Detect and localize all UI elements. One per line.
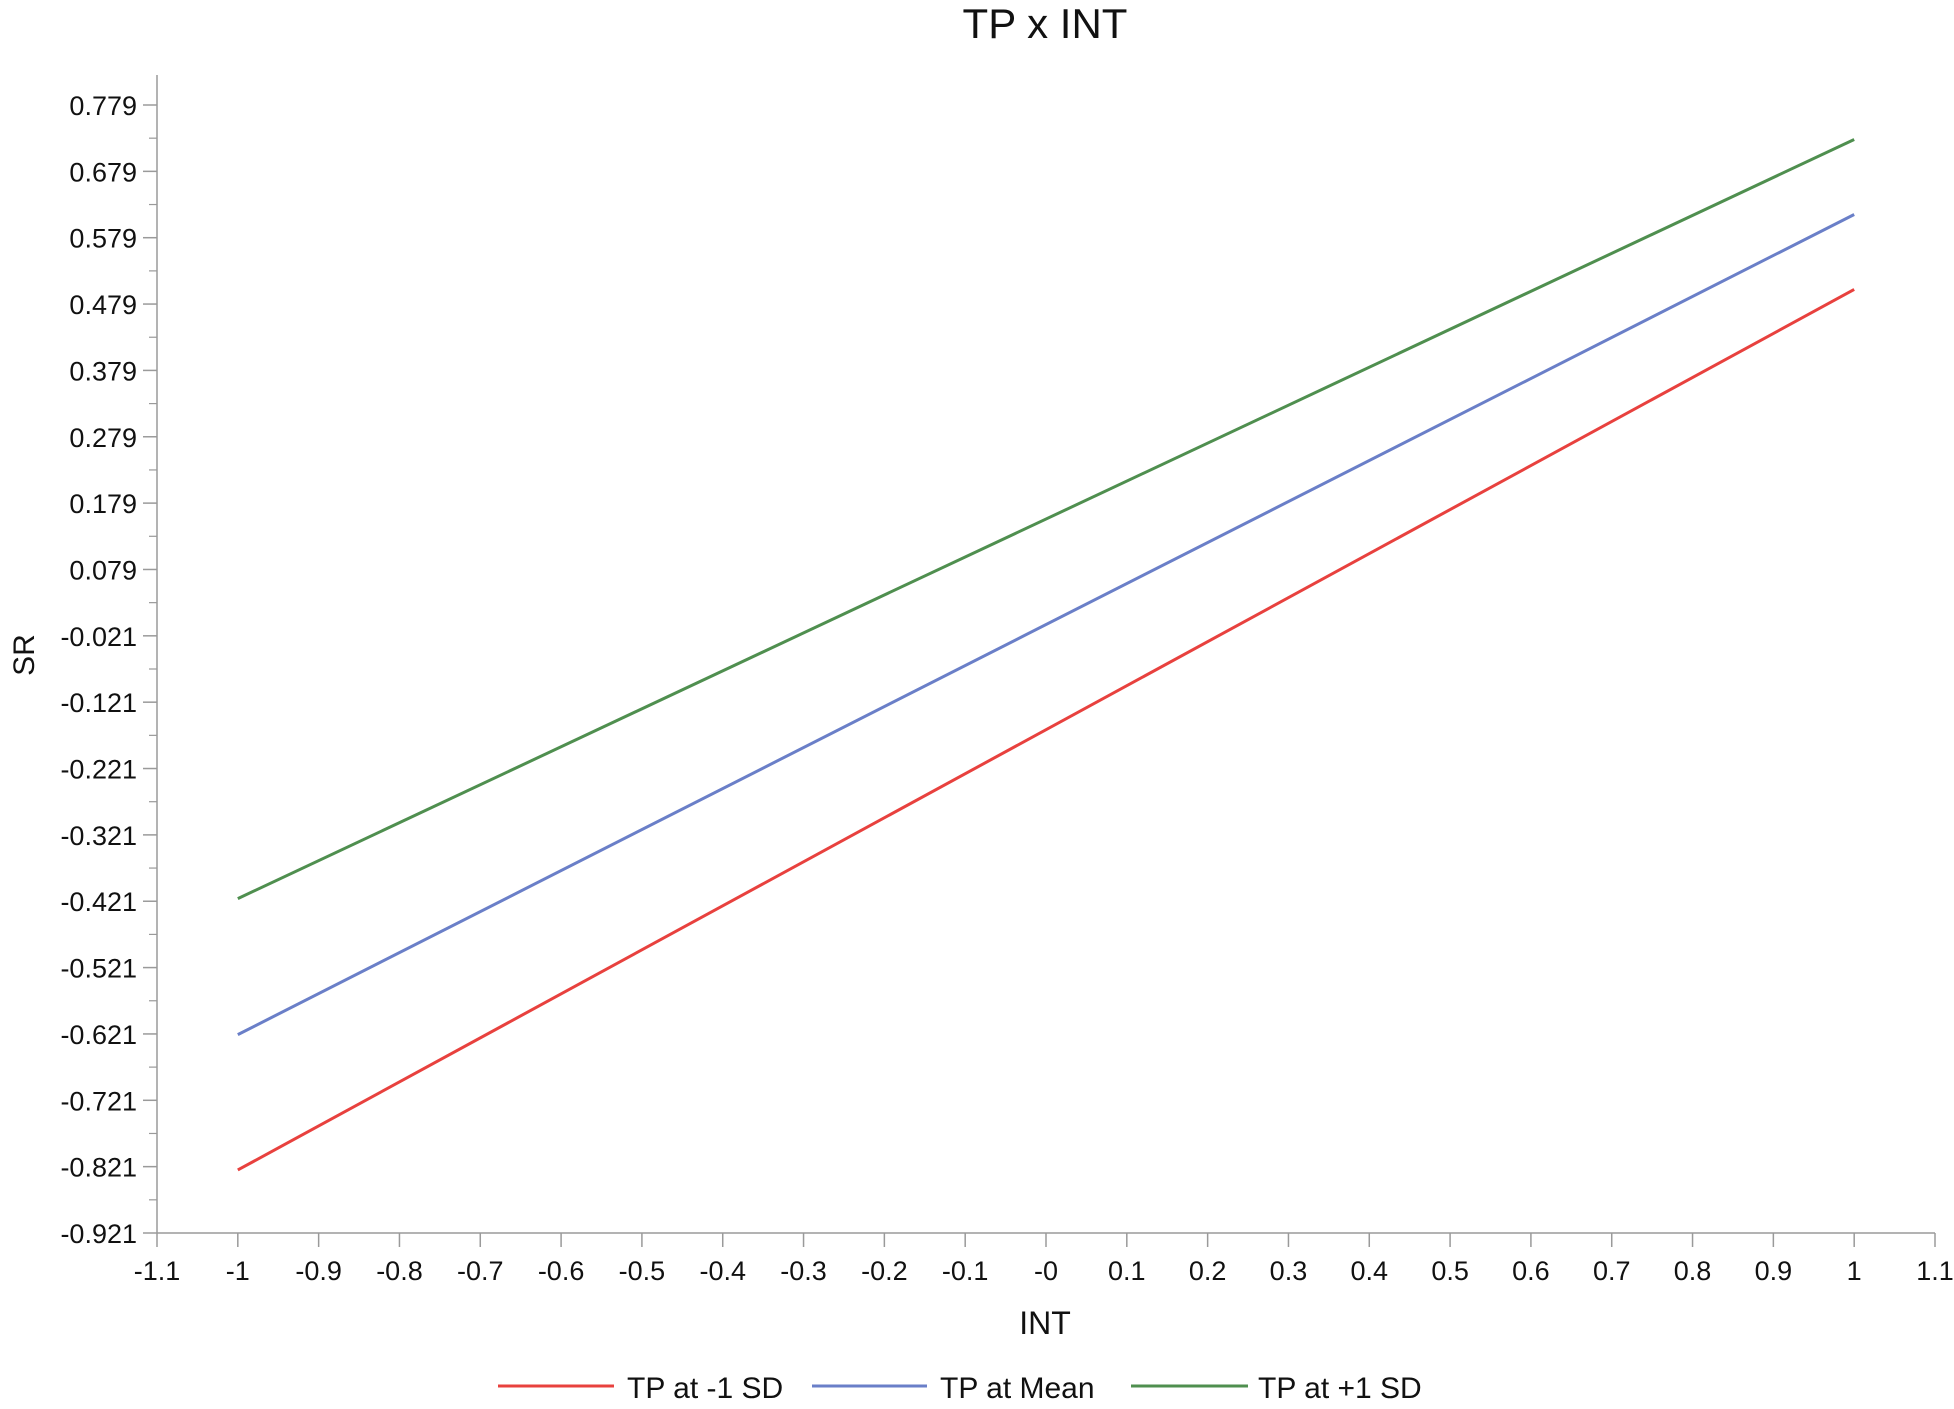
legend-label: TP at Mean [940, 1372, 1095, 1404]
y-axis-label: SR [8, 634, 41, 676]
x-tick-label: 0.2 [1189, 1256, 1227, 1286]
y-tick-label: 0.379 [69, 356, 137, 386]
x-tick-label: -1 [226, 1256, 250, 1286]
y-tick-label: -0.321 [60, 821, 137, 851]
legend-item: TP at +1 SD [1131, 1372, 1422, 1405]
y-tick-label: -0.721 [60, 1086, 137, 1116]
x-tick-label: -0.2 [861, 1256, 908, 1286]
x-tick-label: 0.8 [1674, 1256, 1712, 1286]
y-tick-label: 0.679 [69, 157, 137, 187]
legend-item: TP at -1 SD [498, 1372, 783, 1405]
x-tick-label: -0.7 [457, 1256, 504, 1286]
legend: TP at -1 SD TP at Mean TP at +1 SD [498, 1372, 1422, 1405]
x-tick-label: -0.6 [538, 1256, 585, 1286]
x-tick-label: 1.1 [1916, 1256, 1954, 1286]
y-tick-label: 0.779 [69, 91, 137, 121]
y-tick-label: -0.521 [60, 954, 137, 984]
series-line [237, 213, 1855, 1036]
x-tick-label: -0.9 [295, 1256, 342, 1286]
x-tick-label: 0.1 [1108, 1256, 1146, 1286]
x-tick-label: 0.9 [1755, 1256, 1793, 1286]
x-tick-label: -0.4 [699, 1256, 746, 1286]
y-tick-label: -0.921 [60, 1219, 137, 1249]
x-tick-label: -0 [1034, 1256, 1058, 1286]
y-tick-label: -0.121 [60, 688, 137, 718]
x-tick-label: -1.1 [134, 1256, 181, 1286]
x-tick-label: 0.6 [1512, 1256, 1550, 1286]
x-tick-label: 0.3 [1270, 1256, 1308, 1286]
y-axis: 0.779 0.679 0.579 0.479 0.379 0.279 0.179 0.079… [60, 75, 158, 1249]
legend-label: TP at +1 SD [1258, 1372, 1422, 1404]
x-tick-label: 1 [1847, 1256, 1862, 1286]
series-layer [237, 138, 1855, 1172]
y-tick-label: 0.279 [69, 423, 137, 453]
y-tick-label: -0.621 [60, 1020, 137, 1050]
x-tick-label: 0.5 [1431, 1256, 1469, 1286]
x-tick-label: -0.1 [942, 1256, 989, 1286]
x-tick-label: -0.8 [376, 1256, 423, 1286]
y-tick-label: 0.479 [69, 290, 137, 320]
series-line [237, 138, 1855, 900]
y-tick-label: 0.079 [69, 555, 137, 585]
x-tick-label: 0.4 [1350, 1256, 1388, 1286]
x-tick-label: -0.5 [619, 1256, 666, 1286]
y-tick-label: -0.221 [60, 755, 137, 785]
x-axis: -1.1 -1 -0.9 -0.8 -0.7 -0.6 -0.5 -0.4 -0.3 -0.2 -0… [134, 1232, 1954, 1286]
chart-title: TP x INT [963, 0, 1128, 47]
y-tick-label: -0.021 [60, 622, 137, 652]
series-line [237, 288, 1855, 1172]
legend-item: TP at Mean [812, 1372, 1095, 1405]
y-tick-label: -0.421 [60, 887, 137, 917]
x-tick-label: 0.7 [1593, 1256, 1631, 1286]
y-tick-label: -0.821 [60, 1153, 137, 1183]
x-axis-label: INT [1019, 1305, 1071, 1341]
y-tick-label: 0.579 [69, 224, 137, 254]
x-tick-label: -0.3 [780, 1256, 827, 1286]
legend-label: TP at -1 SD [627, 1372, 783, 1404]
y-tick-label: 0.179 [69, 489, 137, 519]
